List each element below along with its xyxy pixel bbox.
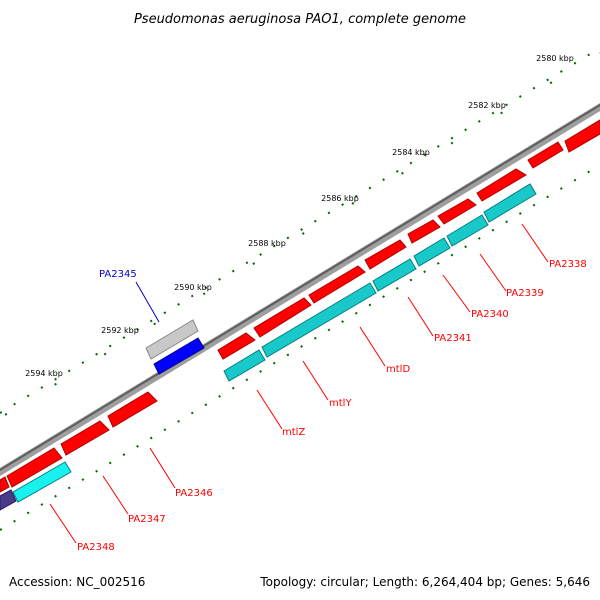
connector-pa2339	[479, 253, 507, 292]
gene-label-pa2338[interactable]: PA2338	[549, 259, 587, 270]
cyan-block-4[interactable]	[372, 258, 417, 292]
genome-backbone	[0, 102, 600, 477]
outer-major-tick-line	[0, 52, 600, 419]
topology-text: Topology: circular; Length: 6,264,404 bp…	[259, 575, 590, 589]
connector-pa2347	[102, 475, 129, 515]
purple-block-edge[interactable]	[0, 489, 17, 511]
gene-label-pa2346[interactable]: PA2346	[175, 488, 213, 499]
gene-label-pa2341[interactable]: PA2341	[434, 333, 472, 344]
reverse-gene-track	[0, 183, 537, 511]
connector-pa2340	[442, 274, 471, 313]
connector-mtld	[359, 326, 386, 367]
connector-pa2348	[49, 503, 77, 544]
gene-label-mtly[interactable]: mtlY	[329, 398, 352, 409]
gene-label-pa2348[interactable]: PA2348	[77, 542, 115, 553]
gene-label-pa2339[interactable]: PA2339	[506, 288, 544, 299]
gene-arrow-small[interactable]	[217, 332, 256, 360]
tick-label-2590: 2590 kbp	[174, 283, 212, 292]
cyan-block-6[interactable]	[223, 349, 266, 382]
gene-labels: PA2338 PA2339 PA2340 PA2341 mtlD mtlY mt…	[77, 259, 587, 553]
gene-arrow-pa2346[interactable]	[107, 391, 158, 428]
connector-pa2345	[135, 281, 160, 323]
gene-label-pa2345[interactable]: PA2345	[99, 269, 137, 280]
label-connectors	[49, 223, 549, 544]
gene-arrow-blue[interactable]	[153, 337, 205, 375]
outer-tick-line	[0, 47, 600, 414]
gene-arrow-pa2340[interactable]	[437, 198, 477, 225]
gene-arrow-mtly[interactable]	[308, 265, 366, 304]
gene-arrow-pa2339[interactable]	[476, 168, 527, 202]
cyan-block-5[interactable]	[261, 282, 377, 358]
gene-arrow-partial[interactable]	[564, 119, 600, 153]
tick-label-2592: 2592 kbp	[101, 326, 139, 335]
inner-tick-line	[0, 164, 600, 531]
outer-tick-marks	[0, 47, 600, 419]
connector-pa2346	[149, 447, 176, 489]
gene-arrow-pa2347[interactable]	[60, 420, 110, 456]
connector-pa2341	[407, 296, 434, 337]
gene-arrow-grey[interactable]	[145, 319, 199, 360]
gene-arrow-pa2338[interactable]	[527, 141, 564, 169]
tick-label-2580: 2580 kbp	[536, 54, 574, 63]
gene-arrow-mtld[interactable]	[364, 239, 407, 270]
gene-label-pa2340[interactable]: PA2340	[471, 309, 509, 320]
inner-tick-marks	[0, 164, 600, 531]
cyan-block-7[interactable]	[12, 461, 72, 503]
tick-label-2594: 2594 kbp	[25, 369, 63, 378]
gene-label-mtld[interactable]: mtlD	[386, 364, 410, 375]
forward-gene-track	[0, 119, 600, 493]
tick-label-2582: 2582 kbp	[468, 101, 506, 110]
connector-mtly	[302, 360, 329, 401]
tick-label-2586: 2586 kbp	[321, 194, 359, 203]
gene-arrow-edge[interactable]	[0, 476, 10, 493]
map-title: Pseudomonas aeruginosa PAO1, complete ge…	[134, 12, 466, 27]
cyan-block-1[interactable]	[483, 183, 537, 223]
tick-labels: 2580 kbp 2582 kbp 2584 kbp 2586 kbp 2588…	[25, 54, 574, 378]
gene-label-pa2347[interactable]: PA2347	[128, 514, 166, 525]
connector-mtlz	[256, 389, 283, 430]
gene-arrow-pa2341[interactable]	[407, 219, 441, 244]
cyan-block-3[interactable]	[413, 237, 451, 267]
tick-label-2588: 2588 kbp	[248, 239, 286, 248]
gene-label-mtlz[interactable]: mtlZ	[282, 427, 305, 438]
gene-arrow-mtlz[interactable]	[253, 297, 312, 338]
outer-gene-pa2345	[145, 319, 205, 375]
genome-backbone-edge	[0, 103, 600, 472]
cyan-block-2[interactable]	[446, 214, 489, 247]
accession-text: Accession: NC_002516	[9, 575, 145, 589]
connector-pa2338	[521, 223, 549, 263]
tick-label-2584: 2584 kbp	[392, 148, 430, 157]
gene-arrow-pa2348[interactable]	[6, 447, 63, 488]
